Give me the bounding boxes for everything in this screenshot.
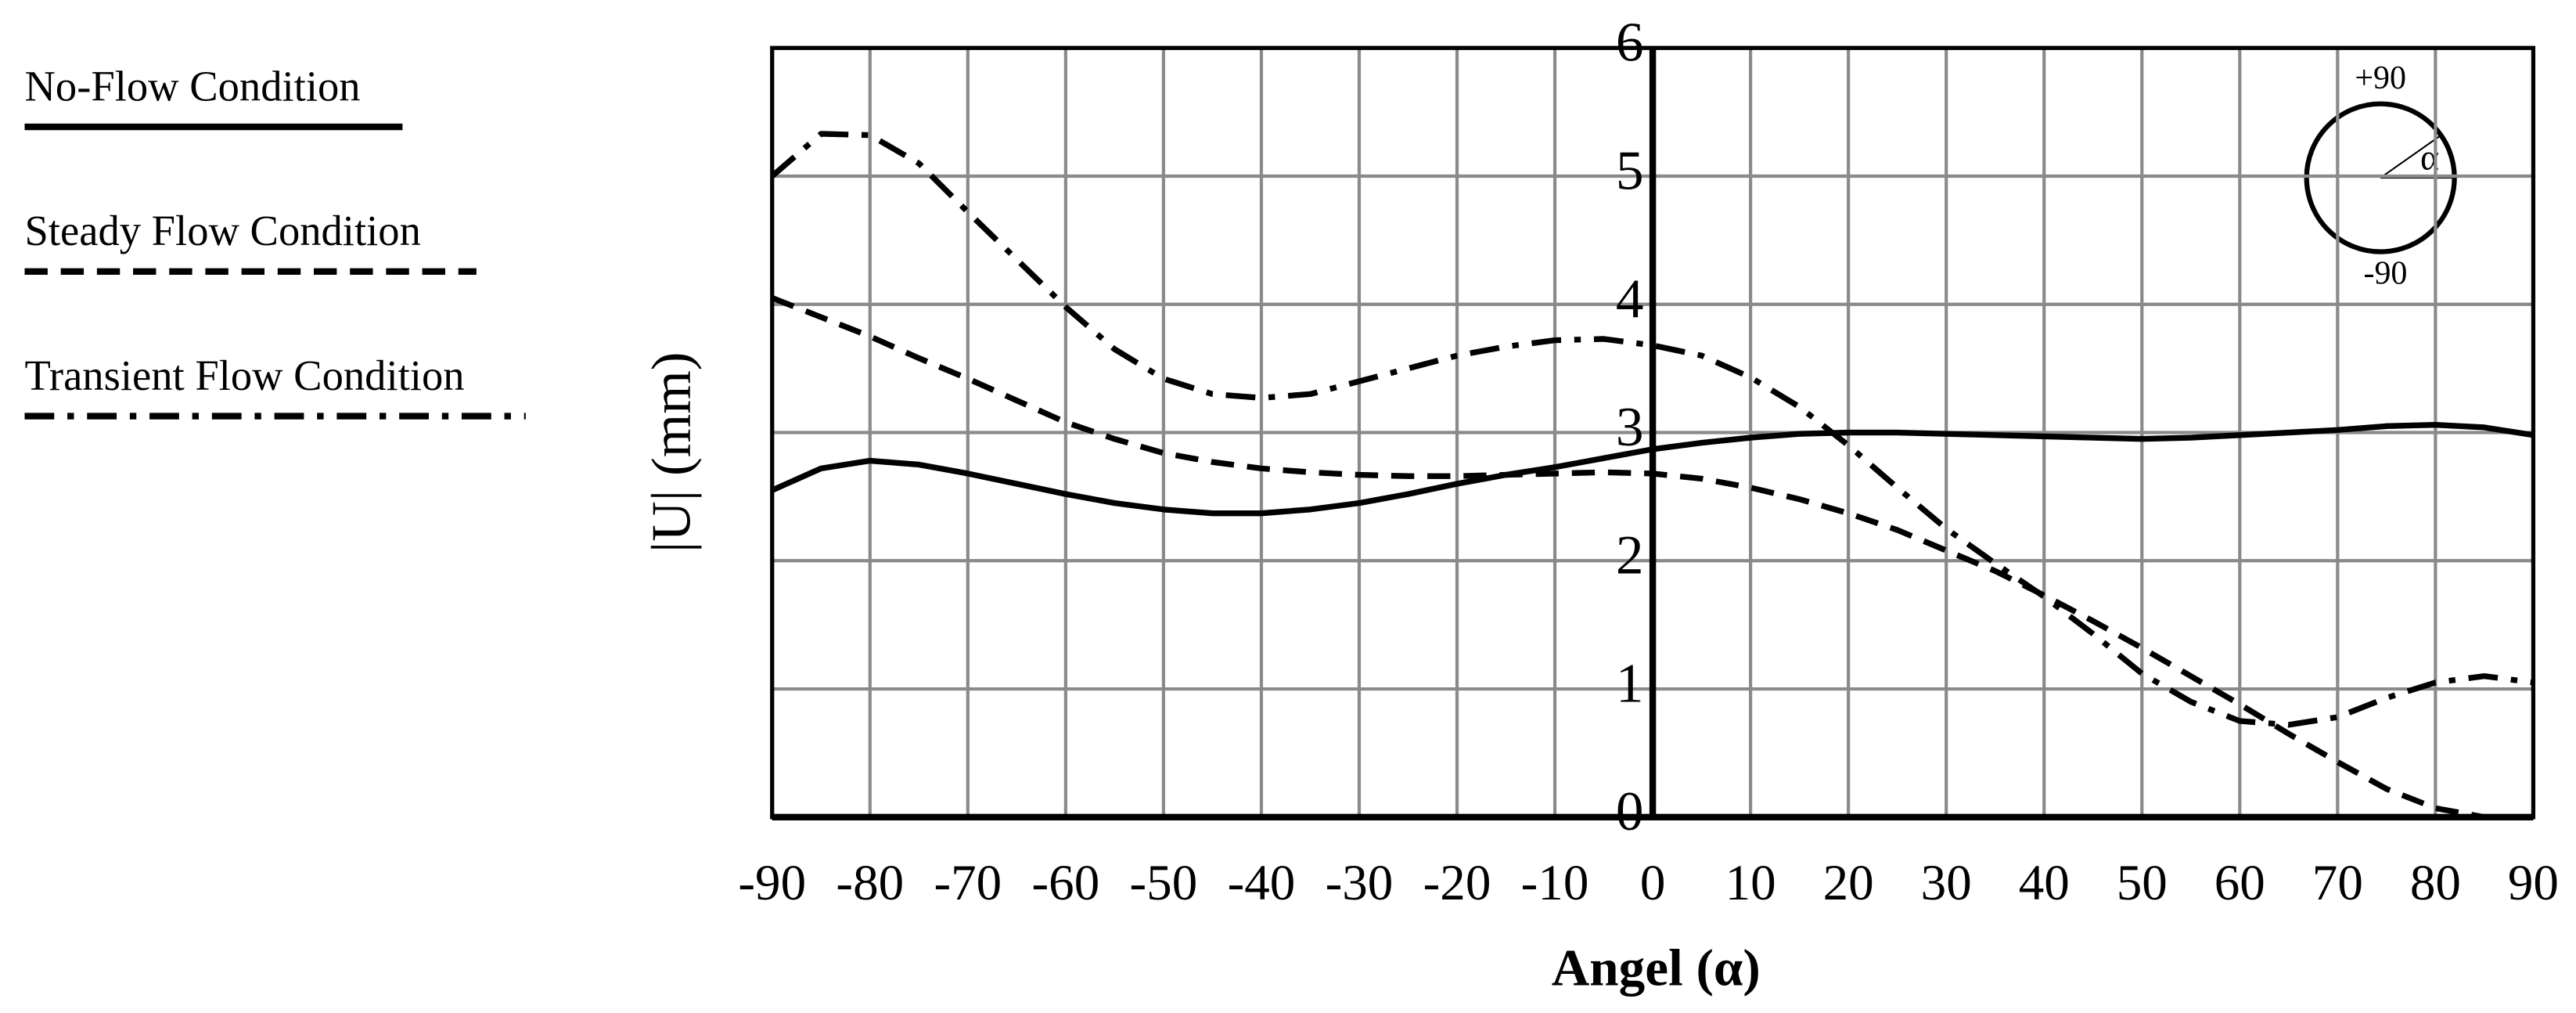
x-tick-label: 10 bbox=[1725, 855, 1776, 911]
x-tick-label: 0 bbox=[1640, 855, 1666, 911]
x-tick-label: 50 bbox=[2117, 855, 2168, 911]
x-tick-label: 80 bbox=[2410, 855, 2461, 911]
y-tick-label: 4 bbox=[1616, 268, 1644, 330]
data-line bbox=[771, 422, 2534, 517]
x-axis-title: Angel (α) bbox=[1552, 939, 1761, 997]
x-tick-label: 30 bbox=[1921, 855, 1972, 911]
legend-label: No-Flow Condition bbox=[24, 62, 360, 110]
data-line bbox=[771, 295, 2485, 820]
x-tick-label: 90 bbox=[2508, 855, 2559, 911]
y-axis-title: |U| (mm) bbox=[640, 351, 702, 553]
legend-label: Steady Flow Condition bbox=[24, 207, 420, 254]
data-line bbox=[770, 131, 2534, 728]
x-tick-label: -60 bbox=[1031, 855, 1099, 911]
x-tick-label: -90 bbox=[738, 855, 806, 911]
x-tick-label: -40 bbox=[1228, 855, 1296, 911]
inset-label: -90 bbox=[2363, 256, 2407, 292]
x-tick-label: 60 bbox=[2214, 855, 2265, 911]
y-tick-label: 3 bbox=[1616, 396, 1644, 458]
y-tick-label: 6 bbox=[1616, 12, 1644, 74]
y-tick-label: 5 bbox=[1616, 139, 1644, 201]
y-tick-label: 1 bbox=[1616, 652, 1644, 714]
legend-label: Transient Flow Condition bbox=[24, 351, 464, 399]
inset-diagram: +90 -90 α bbox=[2304, 60, 2457, 292]
y-tick-label: 0 bbox=[1616, 780, 1644, 842]
y-tick-label: 2 bbox=[1616, 525, 1644, 586]
x-tick-label: 20 bbox=[1823, 855, 1874, 911]
x-tick-label: -10 bbox=[1521, 855, 1589, 911]
inset-label: +90 bbox=[2355, 60, 2406, 96]
x-tick-label: -50 bbox=[1130, 855, 1198, 911]
x-tick-label: 40 bbox=[2019, 855, 2070, 911]
x-tick-label: -70 bbox=[934, 855, 1002, 911]
inset-line bbox=[2380, 134, 2442, 178]
x-tick-label: -30 bbox=[1326, 855, 1394, 911]
x-tick-label: -20 bbox=[1423, 855, 1491, 911]
x-tick-label: -80 bbox=[836, 855, 904, 911]
x-tick-label: 70 bbox=[2312, 855, 2363, 911]
